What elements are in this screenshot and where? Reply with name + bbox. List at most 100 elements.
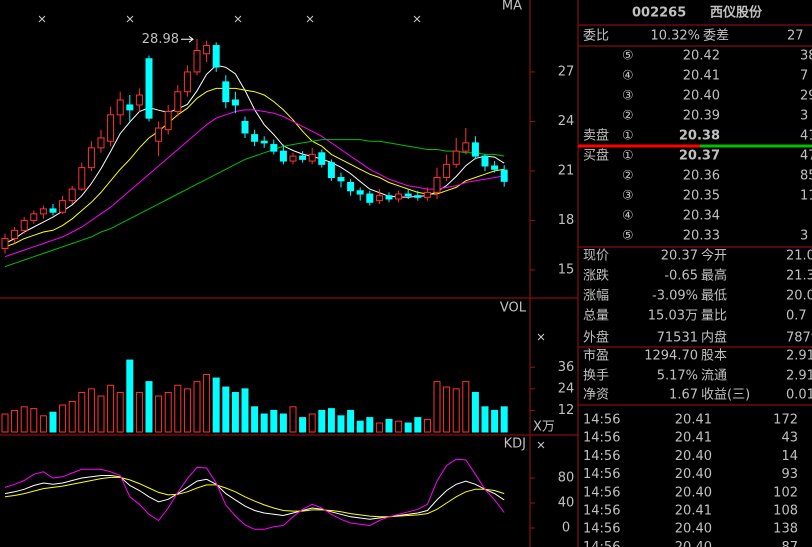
tick-price: 20.41 xyxy=(675,504,712,519)
candle-body xyxy=(375,195,383,202)
candle-body xyxy=(231,99,239,106)
stat-value: 0.01 xyxy=(786,388,812,403)
volume-bar xyxy=(59,404,67,433)
candle-body xyxy=(126,104,134,111)
close-icon xyxy=(126,15,134,23)
candle-body xyxy=(299,155,307,160)
candle-body xyxy=(385,195,393,200)
candle-body xyxy=(193,49,201,73)
candle-body xyxy=(395,193,403,200)
order-volume: 47 xyxy=(800,149,812,164)
order-price: 20.39 xyxy=(683,109,720,124)
tick-volume: 87 xyxy=(781,540,798,547)
stat-value: 0.7 xyxy=(786,309,807,324)
order-price: 20.37 xyxy=(679,149,720,164)
ma-line xyxy=(4,109,505,258)
y-tick-label: 21 xyxy=(558,163,575,178)
level: ② xyxy=(622,109,634,124)
candle-body xyxy=(107,114,115,142)
ratio-value: 10.32% xyxy=(650,29,700,44)
volume-bar xyxy=(78,391,86,433)
candle-body xyxy=(97,137,105,149)
candle-body xyxy=(212,45,220,68)
indicator-line xyxy=(4,476,505,518)
tick-time: 14:56 xyxy=(583,485,620,500)
candle-body xyxy=(145,58,153,119)
volume-bar xyxy=(20,406,28,433)
volume-bar xyxy=(481,406,489,433)
stat-label: 换手 xyxy=(583,369,609,384)
stat-label: 流通 xyxy=(701,369,727,384)
candle-body xyxy=(183,71,191,93)
candle-body xyxy=(404,193,412,197)
volume-bar xyxy=(414,417,422,433)
volume-bar xyxy=(500,406,508,433)
close-icon xyxy=(537,333,545,341)
close-icon xyxy=(306,15,314,23)
candle-body xyxy=(414,195,422,198)
volume-bar xyxy=(212,377,220,433)
close-icon xyxy=(38,15,46,23)
side-label: 买盘 xyxy=(583,148,609,164)
level: ⑤ xyxy=(622,229,634,244)
indicator-line xyxy=(4,475,505,520)
volume-bar xyxy=(49,411,57,433)
tick-volume: 14 xyxy=(781,449,798,464)
tick-volume: 102 xyxy=(773,485,798,500)
stat-label: 涨幅 xyxy=(583,289,609,304)
y-tick-label: 36 xyxy=(558,360,575,375)
candle-body xyxy=(20,219,28,231)
candle-body xyxy=(356,190,364,195)
volume-bar xyxy=(423,418,431,433)
candle-body xyxy=(174,91,182,113)
candle-body xyxy=(318,152,326,165)
volume-bar xyxy=(471,391,479,433)
side-label: 卖盘 xyxy=(583,128,609,144)
unit-label: X万 xyxy=(533,420,555,435)
volume-bar xyxy=(231,391,239,433)
volume-bar xyxy=(443,386,451,433)
y-tick-label: 12 xyxy=(558,403,575,418)
stat-label: 总量 xyxy=(583,309,609,324)
candle-body xyxy=(164,111,172,131)
tick-volume: 172 xyxy=(773,413,798,428)
volume-bar xyxy=(155,395,163,433)
volume-bar xyxy=(222,386,230,433)
candle-body xyxy=(30,213,38,221)
close-icon xyxy=(234,15,242,23)
candle-body xyxy=(251,134,259,142)
stat-label: 净资 xyxy=(583,388,609,403)
close-icon xyxy=(413,15,421,23)
ratio-label: 委比 xyxy=(583,29,609,44)
tick-time: 14:56 xyxy=(583,431,620,446)
volume-bar xyxy=(347,409,355,433)
volume-bar xyxy=(356,420,364,433)
volume-bar xyxy=(433,381,441,433)
candle-body xyxy=(68,188,76,202)
order-price: 20.38 xyxy=(679,129,720,144)
volume-bar xyxy=(318,409,326,433)
candle-body xyxy=(222,81,230,103)
candle-body xyxy=(241,120,249,134)
volume-bar xyxy=(135,391,143,433)
level: ④ xyxy=(622,69,634,84)
volume-bar xyxy=(491,409,499,433)
candle-body xyxy=(135,94,143,106)
candle-body xyxy=(155,127,163,142)
level: ① xyxy=(622,149,634,164)
level: ② xyxy=(622,169,634,184)
stat-value: 1294.70 xyxy=(644,349,698,364)
volume-bar xyxy=(203,373,211,433)
volume-bar xyxy=(174,384,182,433)
volume-bar xyxy=(462,381,470,433)
order-price: 20.34 xyxy=(683,209,720,224)
tick-volume: 43 xyxy=(781,431,798,446)
y-tick-label: 15 xyxy=(558,262,575,277)
max-price-arrow xyxy=(181,35,194,43)
y-tick-label: 24 xyxy=(558,114,575,129)
volume-bar xyxy=(145,381,153,433)
volume-bar xyxy=(97,395,105,433)
volume-bar xyxy=(260,413,268,433)
stat-label: 今开 xyxy=(701,248,727,264)
